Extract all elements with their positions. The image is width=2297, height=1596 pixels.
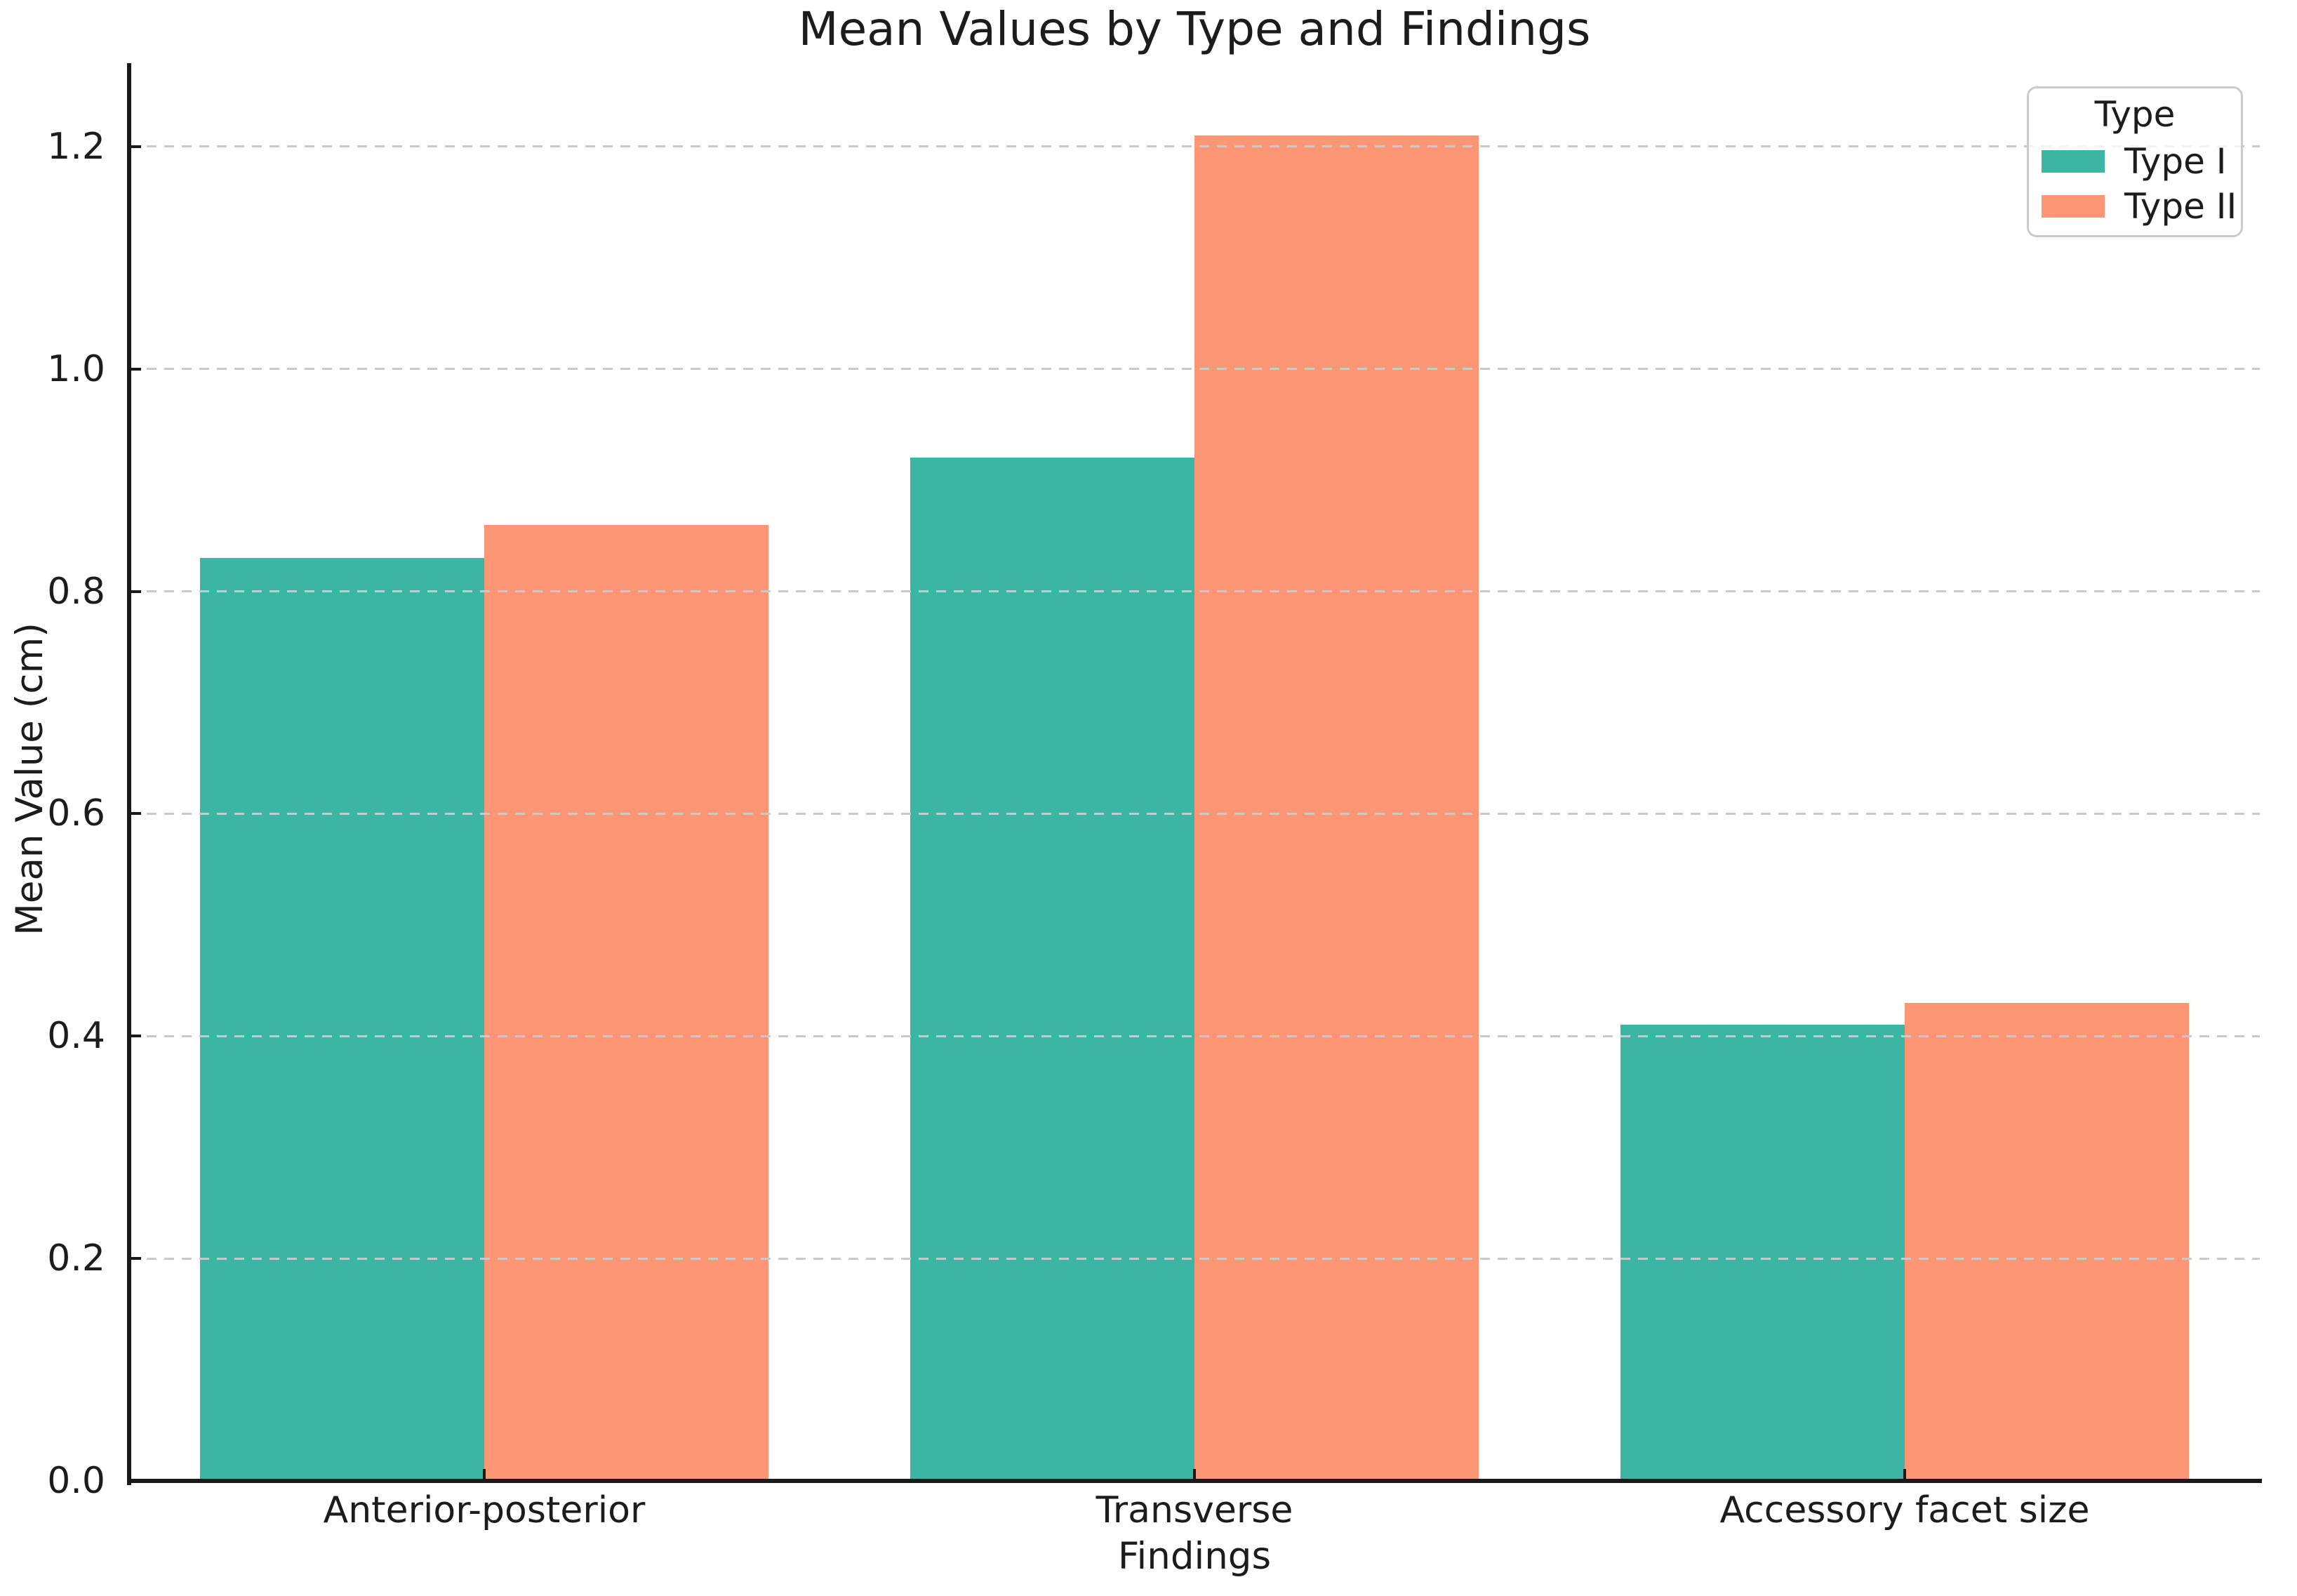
y-tick-mark xyxy=(129,1257,141,1261)
y-tick-label-0.4: 0.4 xyxy=(47,1015,105,1058)
y-tick-mark xyxy=(129,1035,141,1038)
bar-type-ii-transverse xyxy=(1194,135,1479,1481)
x-tick-label-anterior-posterior: Anterior-posterior xyxy=(323,1489,646,1531)
legend-entry-label: Type II xyxy=(2124,186,2237,227)
x-tick-mark xyxy=(1903,1469,1906,1481)
gridline-y-0.8 xyxy=(129,590,2260,593)
bar-type-i-accessory-facet-size xyxy=(1620,1025,1905,1481)
y-tick-mark xyxy=(129,367,141,371)
x-tick-label-transverse: Transverse xyxy=(1096,1489,1293,1531)
x-tick-mark xyxy=(1193,1469,1196,1481)
y-tick-mark xyxy=(129,1479,141,1482)
legend-entry-type-ii: Type II xyxy=(2029,188,2241,225)
y-tick-mark xyxy=(129,590,141,593)
y-tick-mark xyxy=(129,145,141,148)
y-tick-label-0.0: 0.0 xyxy=(47,1460,105,1502)
y-tick-label-0.6: 0.6 xyxy=(47,792,105,835)
legend-swatch-type-i xyxy=(2042,150,2105,173)
legend-title: Type xyxy=(2094,94,2176,135)
plot-area: Anterior-posterior Transverse Accessory fa… xyxy=(47,63,2262,1531)
y-tick-label-0.8: 0.8 xyxy=(47,570,105,613)
x-axis-spine xyxy=(127,1479,2262,1483)
x-axis-label: Findings xyxy=(1117,1535,1272,1578)
bar-type-i-anterior-posterior xyxy=(200,558,484,1481)
gridline-y-1.2 xyxy=(129,145,2260,148)
gridline-y-0.6 xyxy=(129,812,2260,815)
legend: Type Type I Type II xyxy=(2027,86,2243,237)
bar-type-ii-anterior-posterior xyxy=(484,524,768,1481)
legend-entry-type-i: Type I xyxy=(2029,143,2241,180)
x-tick-label-accessory-facet-size: Accessory facet size xyxy=(1719,1489,2090,1531)
y-tick-mark xyxy=(129,812,141,816)
y-tick-label-1.2: 1.2 xyxy=(47,125,105,168)
bar-type-ii-accessory-facet-size xyxy=(1905,1002,2189,1481)
chart-title: Mean Values by Type and Findings xyxy=(798,2,1591,56)
gridline-y-0.2 xyxy=(129,1257,2260,1260)
legend-swatch-type-ii xyxy=(2042,195,2105,218)
bar-type-i-transverse xyxy=(910,458,1194,1481)
legend-entries: Type I Type II xyxy=(2029,135,2241,225)
gridline-y-0.4 xyxy=(129,1035,2260,1037)
y-tick-label-0.2: 0.2 xyxy=(47,1237,105,1280)
y-axis-spine xyxy=(127,63,131,1485)
x-tick-mark xyxy=(483,1469,486,1481)
gridline-y-1.0 xyxy=(129,368,2260,371)
y-tick-label-1.0: 1.0 xyxy=(47,347,105,390)
legend-entry-label: Type I xyxy=(2124,141,2227,182)
